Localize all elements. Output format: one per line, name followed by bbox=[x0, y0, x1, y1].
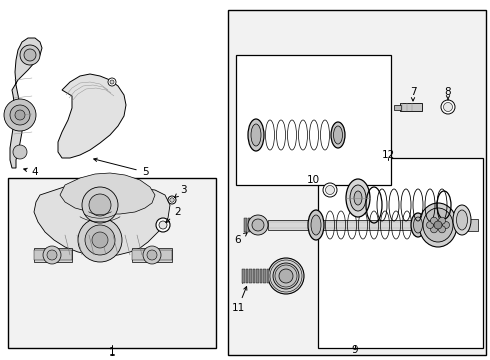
Circle shape bbox=[431, 226, 438, 233]
Circle shape bbox=[325, 185, 335, 194]
Circle shape bbox=[431, 217, 438, 224]
Polygon shape bbox=[34, 180, 170, 256]
Polygon shape bbox=[60, 173, 155, 214]
Ellipse shape bbox=[354, 191, 362, 205]
Bar bbox=[236, 55, 391, 185]
Text: 4: 4 bbox=[24, 167, 38, 177]
Text: 7: 7 bbox=[410, 87, 416, 101]
Text: 11: 11 bbox=[231, 287, 247, 313]
Ellipse shape bbox=[457, 210, 467, 230]
Circle shape bbox=[15, 110, 25, 120]
Bar bbox=[262, 218, 264, 232]
Bar bbox=[247, 218, 250, 232]
Bar bbox=[267, 269, 269, 283]
Circle shape bbox=[439, 226, 445, 233]
Circle shape bbox=[13, 145, 27, 159]
Circle shape bbox=[252, 219, 264, 231]
Ellipse shape bbox=[334, 126, 343, 144]
Bar bbox=[242, 269, 245, 283]
Circle shape bbox=[434, 221, 442, 229]
Ellipse shape bbox=[423, 208, 453, 242]
Circle shape bbox=[82, 187, 118, 223]
Circle shape bbox=[323, 183, 337, 197]
Circle shape bbox=[85, 225, 115, 255]
Text: 8: 8 bbox=[445, 87, 451, 100]
Text: 3: 3 bbox=[174, 185, 186, 198]
Bar bbox=[251, 218, 253, 232]
Circle shape bbox=[170, 198, 174, 202]
Text: 9: 9 bbox=[352, 345, 358, 355]
Circle shape bbox=[10, 105, 30, 125]
Bar bbox=[252, 269, 255, 283]
Circle shape bbox=[108, 78, 116, 86]
Bar bbox=[132, 248, 172, 262]
Circle shape bbox=[147, 250, 157, 260]
Bar bbox=[318, 158, 483, 348]
Bar bbox=[132, 250, 172, 260]
Circle shape bbox=[273, 263, 299, 289]
Circle shape bbox=[268, 258, 304, 294]
Bar bbox=[258, 218, 261, 232]
Bar bbox=[400, 103, 422, 111]
Bar bbox=[34, 250, 72, 260]
Ellipse shape bbox=[411, 213, 425, 237]
Circle shape bbox=[20, 45, 40, 65]
Ellipse shape bbox=[331, 122, 345, 148]
Ellipse shape bbox=[308, 210, 324, 240]
Circle shape bbox=[92, 232, 108, 248]
Ellipse shape bbox=[248, 119, 264, 151]
Bar bbox=[228, 10, 486, 355]
Ellipse shape bbox=[453, 205, 471, 235]
Circle shape bbox=[279, 269, 293, 283]
Circle shape bbox=[89, 194, 111, 216]
Bar bbox=[244, 218, 246, 232]
Circle shape bbox=[24, 49, 36, 61]
Ellipse shape bbox=[419, 203, 457, 247]
Ellipse shape bbox=[414, 217, 422, 233]
Circle shape bbox=[248, 215, 268, 235]
Polygon shape bbox=[58, 74, 126, 158]
Bar bbox=[8, 178, 216, 348]
Circle shape bbox=[78, 218, 122, 262]
Circle shape bbox=[143, 246, 161, 264]
Bar bbox=[263, 269, 266, 283]
Bar bbox=[394, 105, 401, 110]
Circle shape bbox=[441, 100, 455, 114]
Bar bbox=[245, 269, 248, 283]
Bar bbox=[254, 218, 257, 232]
Text: 1: 1 bbox=[109, 347, 115, 357]
Text: 12: 12 bbox=[381, 150, 394, 160]
Circle shape bbox=[443, 103, 452, 112]
Text: 10: 10 bbox=[306, 175, 319, 185]
Ellipse shape bbox=[251, 124, 261, 146]
Circle shape bbox=[43, 246, 61, 264]
Circle shape bbox=[47, 250, 57, 260]
Circle shape bbox=[439, 217, 445, 224]
Text: 5: 5 bbox=[94, 158, 148, 177]
Bar bbox=[456, 219, 478, 231]
Circle shape bbox=[426, 221, 434, 229]
Circle shape bbox=[110, 80, 114, 84]
Bar bbox=[260, 269, 262, 283]
Bar bbox=[268, 220, 448, 230]
Ellipse shape bbox=[350, 185, 366, 211]
Polygon shape bbox=[10, 38, 42, 168]
Bar bbox=[256, 269, 259, 283]
Circle shape bbox=[156, 218, 170, 232]
Circle shape bbox=[4, 99, 36, 131]
Bar bbox=[34, 248, 72, 262]
Ellipse shape bbox=[346, 179, 370, 217]
Circle shape bbox=[168, 196, 176, 204]
Circle shape bbox=[159, 221, 167, 229]
Text: 1: 1 bbox=[109, 348, 115, 358]
Circle shape bbox=[442, 221, 449, 229]
Text: 2: 2 bbox=[166, 207, 181, 222]
Text: 6: 6 bbox=[235, 233, 247, 245]
Ellipse shape bbox=[311, 215, 321, 235]
Bar bbox=[249, 269, 251, 283]
